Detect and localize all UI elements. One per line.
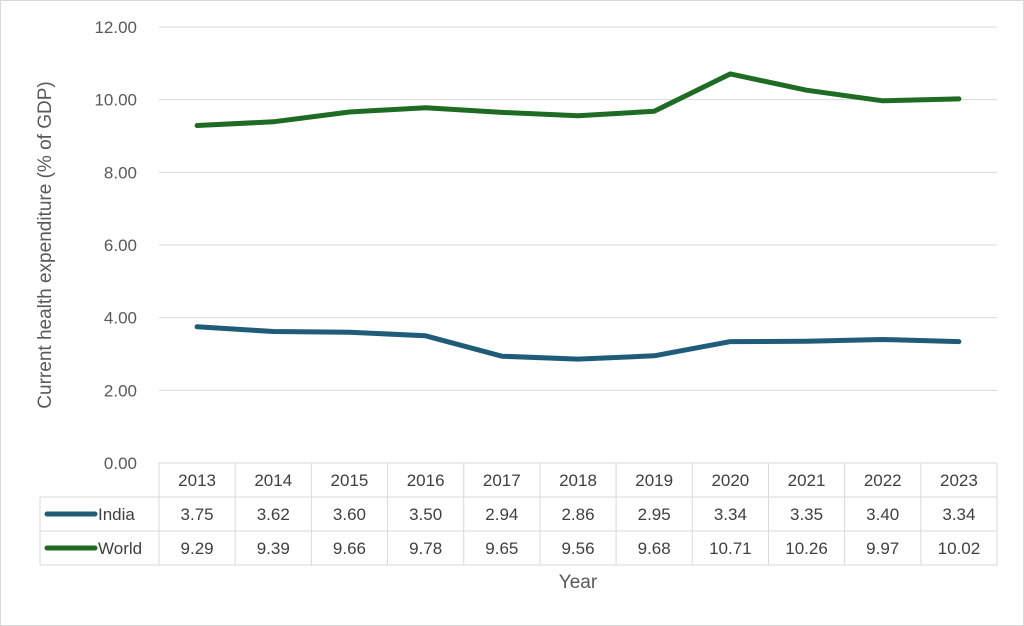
x-tick-label: 2014 [254, 471, 292, 490]
y-tick-label: 10.00 [94, 91, 137, 110]
legend-label-india: India [98, 505, 135, 524]
x-tick-label: 2013 [178, 471, 216, 490]
data-label: 3.35 [790, 505, 823, 524]
y-tick-labels: 0.00 2.00 4.00 6.00 8.00 10.00 12.00 [94, 18, 137, 473]
y-tick-label: 0.00 [104, 454, 137, 473]
data-label: 9.56 [561, 539, 594, 558]
gridlines [159, 26, 997, 391]
x-tick-label: 2020 [711, 471, 749, 490]
data-label: 3.34 [714, 505, 747, 524]
data-label: 3.34 [942, 505, 975, 524]
data-label: 9.29 [181, 539, 214, 558]
data-label: 2.94 [485, 505, 518, 524]
series-lines [194, 71, 962, 362]
data-label: 3.60 [333, 505, 366, 524]
data-label: 9.65 [485, 539, 518, 558]
data-label: 3.75 [181, 505, 214, 524]
data-label: 9.97 [866, 539, 899, 558]
data-label: 3.50 [409, 505, 442, 524]
data-label: 9.68 [638, 539, 671, 558]
x-tick-label: 2023 [940, 471, 978, 490]
series-line-india [194, 324, 962, 362]
data-label: 10.71 [709, 539, 752, 558]
y-tick-label: 4.00 [104, 309, 137, 328]
y-tick-label: 6.00 [104, 236, 137, 255]
data-label: 2.86 [561, 505, 594, 524]
x-tick-label: 2016 [407, 471, 445, 490]
series-line-world [194, 71, 962, 128]
x-axis-title: Year [559, 572, 598, 593]
data-label: 2.95 [638, 505, 671, 524]
y-tick-label: 8.00 [104, 163, 137, 182]
legend-label-world: World [98, 539, 142, 558]
data-label: 9.66 [333, 539, 366, 558]
x-tick-label: 2018 [559, 471, 597, 490]
data-label: 3.62 [257, 505, 290, 524]
x-tick-label: 2022 [864, 471, 902, 490]
x-tick-label: 2021 [788, 471, 826, 490]
y-tick-label: 2.00 [104, 381, 137, 400]
y-axis-title: Current health expenditure (% of GDP) [35, 81, 56, 408]
x-tick-label: 2017 [483, 471, 521, 490]
x-tick-label: 2015 [331, 471, 369, 490]
data-label: 10.02 [938, 539, 981, 558]
data-label: 9.78 [409, 539, 442, 558]
x-tick-label: 2019 [635, 471, 673, 490]
y-tick-label: 12.00 [94, 18, 137, 37]
data-label: 3.40 [866, 505, 899, 524]
data-label: 10.26 [785, 539, 828, 558]
data-label: 9.39 [257, 539, 290, 558]
data-table: 2013 2014 2015 2016 2017 2018 2019 2020 2021 2022… [39, 462, 998, 566]
